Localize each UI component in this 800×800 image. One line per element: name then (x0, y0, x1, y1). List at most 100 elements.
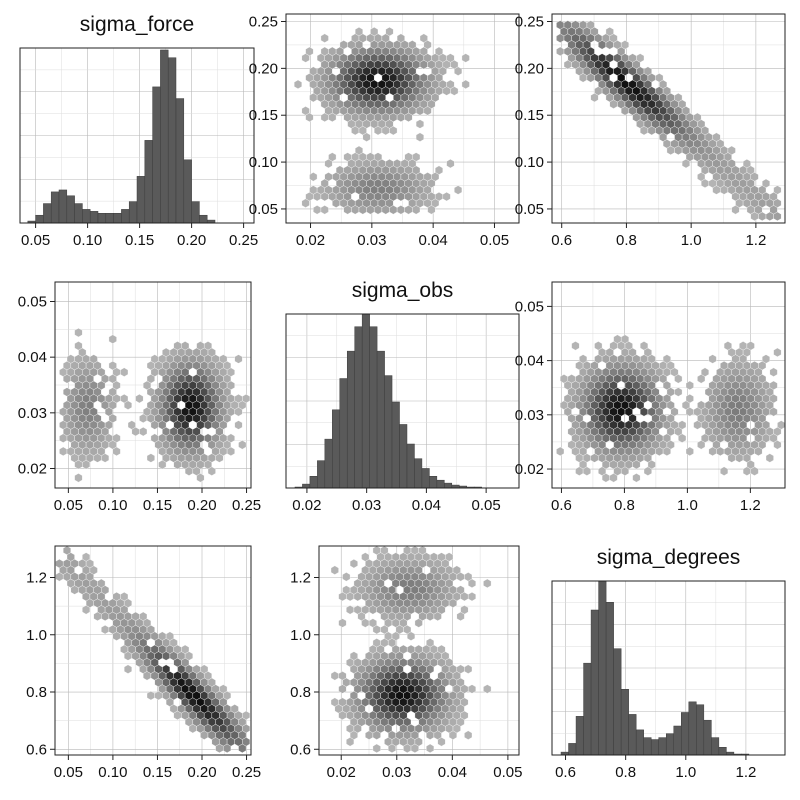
x-tick-label: 1.2 (745, 232, 766, 249)
x-axis-ticks: 0.02 0.03 0.04 0.05 (292, 488, 501, 514)
histogram-bar (635, 729, 644, 756)
x-tick-label: 0.6 (555, 764, 576, 781)
histogram-bar (681, 712, 690, 756)
hexbin-cell (234, 420, 243, 430)
hexbin-cell (427, 205, 436, 215)
hexbin-cell (468, 591, 476, 602)
x-tick-label: 0.02 (292, 497, 321, 514)
histogram-bar (696, 704, 705, 756)
histogram-bar (332, 409, 341, 489)
histogram-bar (421, 468, 430, 489)
panel-sigma-force-histogram: sigma_force 0.05 0.10 0.15 0.20 0.25 (19, 13, 258, 249)
hexbin-cell (313, 205, 322, 215)
x-tick-label: 0.15 (143, 764, 172, 781)
hexbin-cell (433, 611, 442, 622)
y-tick-label: 0.25 (249, 13, 278, 30)
hexbin-cell (681, 158, 690, 169)
hexbin-cell (426, 743, 435, 754)
histogram-bar (658, 737, 667, 756)
x-tick-label: 1.0 (677, 497, 698, 514)
histogram-bar (199, 214, 208, 224)
x-axis-ticks: 0.6 0.8 1.0 1.2 (551, 488, 761, 514)
hexbin-cell (294, 79, 302, 90)
hexbin-cell (731, 205, 740, 215)
hexbin-cell (448, 730, 457, 740)
hexbin-cell (461, 53, 470, 63)
y-tick-label: 0.20 (249, 60, 278, 77)
histogram-bar (643, 737, 652, 756)
histogram-bar (144, 140, 153, 224)
hexbin-cell (101, 624, 110, 635)
x-axis-ticks: 0.02 0.03 0.04 0.05 (327, 755, 522, 781)
y-tick-label: 1.2 (290, 569, 311, 586)
hexbin-cell (708, 354, 717, 364)
hexbin-cell (674, 374, 683, 384)
hexbin-cell (415, 132, 424, 142)
hexbin-cell (372, 743, 381, 754)
histogram-bar (613, 648, 622, 756)
panel-sigma-obs-histogram: sigma_obs 0.02 0.03 0.04 0.05 (285, 279, 520, 514)
hexbin-cell (571, 341, 580, 351)
y-axis-ticks: 0.6 0.8 1.0 1.2 (26, 569, 55, 758)
x-axis-ticks: 0.6 0.8 1.0 1.2 (555, 755, 756, 781)
hexbin-cell (468, 684, 476, 694)
y-tick-label: 1.2 (26, 569, 47, 586)
hexbin-cell (590, 92, 599, 103)
histogram-bar (346, 350, 355, 489)
hexbin-cell (765, 453, 774, 463)
x-axis-ticks: 0.05 0.10 0.15 0.20 0.25 (54, 755, 261, 781)
x-tick-label: 1.2 (735, 764, 756, 781)
x-tick-label: 0.02 (296, 232, 325, 249)
x-tick-label: 0.10 (98, 764, 127, 781)
x-tick-label: 1.0 (675, 764, 696, 781)
histogram-bar (121, 209, 130, 224)
hexbin-cell (342, 572, 351, 582)
hexbin-cell (396, 205, 405, 215)
hexbin-cell (388, 743, 396, 754)
hexbin-cell (82, 605, 91, 615)
hexbin-cell (301, 198, 310, 208)
hexbin-cells (59, 327, 251, 483)
hexbin-cell (750, 466, 759, 476)
x-tick-label: 0.05 (480, 232, 509, 249)
hexbin-cell (461, 79, 470, 90)
y-tick-label: 0.10 (515, 154, 544, 171)
hexbin-cell (305, 112, 314, 123)
panel-sigma-force-vs-sigma-degrees: 0.6 0.8 1.0 1.2 0.05 0.10 0.15 0.20 0.25 (515, 13, 786, 249)
x-tick-label: 0.04 (412, 497, 441, 514)
histogram-bar (113, 213, 122, 224)
histogram-bar (82, 209, 91, 224)
y-axis-ticks: 0.05 0.10 0.15 0.20 0.25 (515, 13, 552, 218)
hexbin-cell (582, 466, 591, 476)
x-tick-label: 0.05 (493, 764, 522, 781)
hexbin-cell (108, 334, 117, 344)
hexbin-cell (146, 690, 155, 701)
histogram-bar (384, 375, 393, 489)
hexbin-cell (685, 446, 694, 457)
x-tick-label: 0.6 (551, 232, 572, 249)
x-tick-label: 0.03 (357, 232, 386, 249)
panel-frame (54, 281, 252, 489)
histogram-bar (575, 716, 584, 756)
hexbin-cell (74, 473, 83, 483)
histogram-bar (74, 203, 83, 224)
hexbin-cell (769, 407, 778, 417)
hexbin-cell (349, 558, 358, 569)
histogram-bars (560, 580, 750, 756)
hexbin-cells (294, 26, 470, 215)
hexbin-cell (404, 112, 413, 123)
panel-frame (551, 281, 786, 489)
hexbin-cell (324, 158, 333, 169)
hexbin-cell (309, 172, 318, 182)
hexbin-cell (773, 440, 782, 450)
x-tick-label: 0.6 (551, 497, 572, 514)
y-tick-label: 0.03 (515, 407, 544, 424)
y-tick-label: 0.6 (290, 741, 311, 758)
hexbin-cell (697, 374, 706, 384)
hexbin-cells (556, 20, 782, 222)
histogram-bar (688, 701, 697, 756)
hexbin-cell (301, 53, 310, 63)
y-tick-label: 1.0 (290, 627, 311, 644)
panel-sigma-degrees-vs-sigma-obs: 0.02 0.03 0.04 0.05 0.6 0.8 1.0 1.2 (290, 545, 522, 781)
hexbin-cell (234, 407, 243, 417)
